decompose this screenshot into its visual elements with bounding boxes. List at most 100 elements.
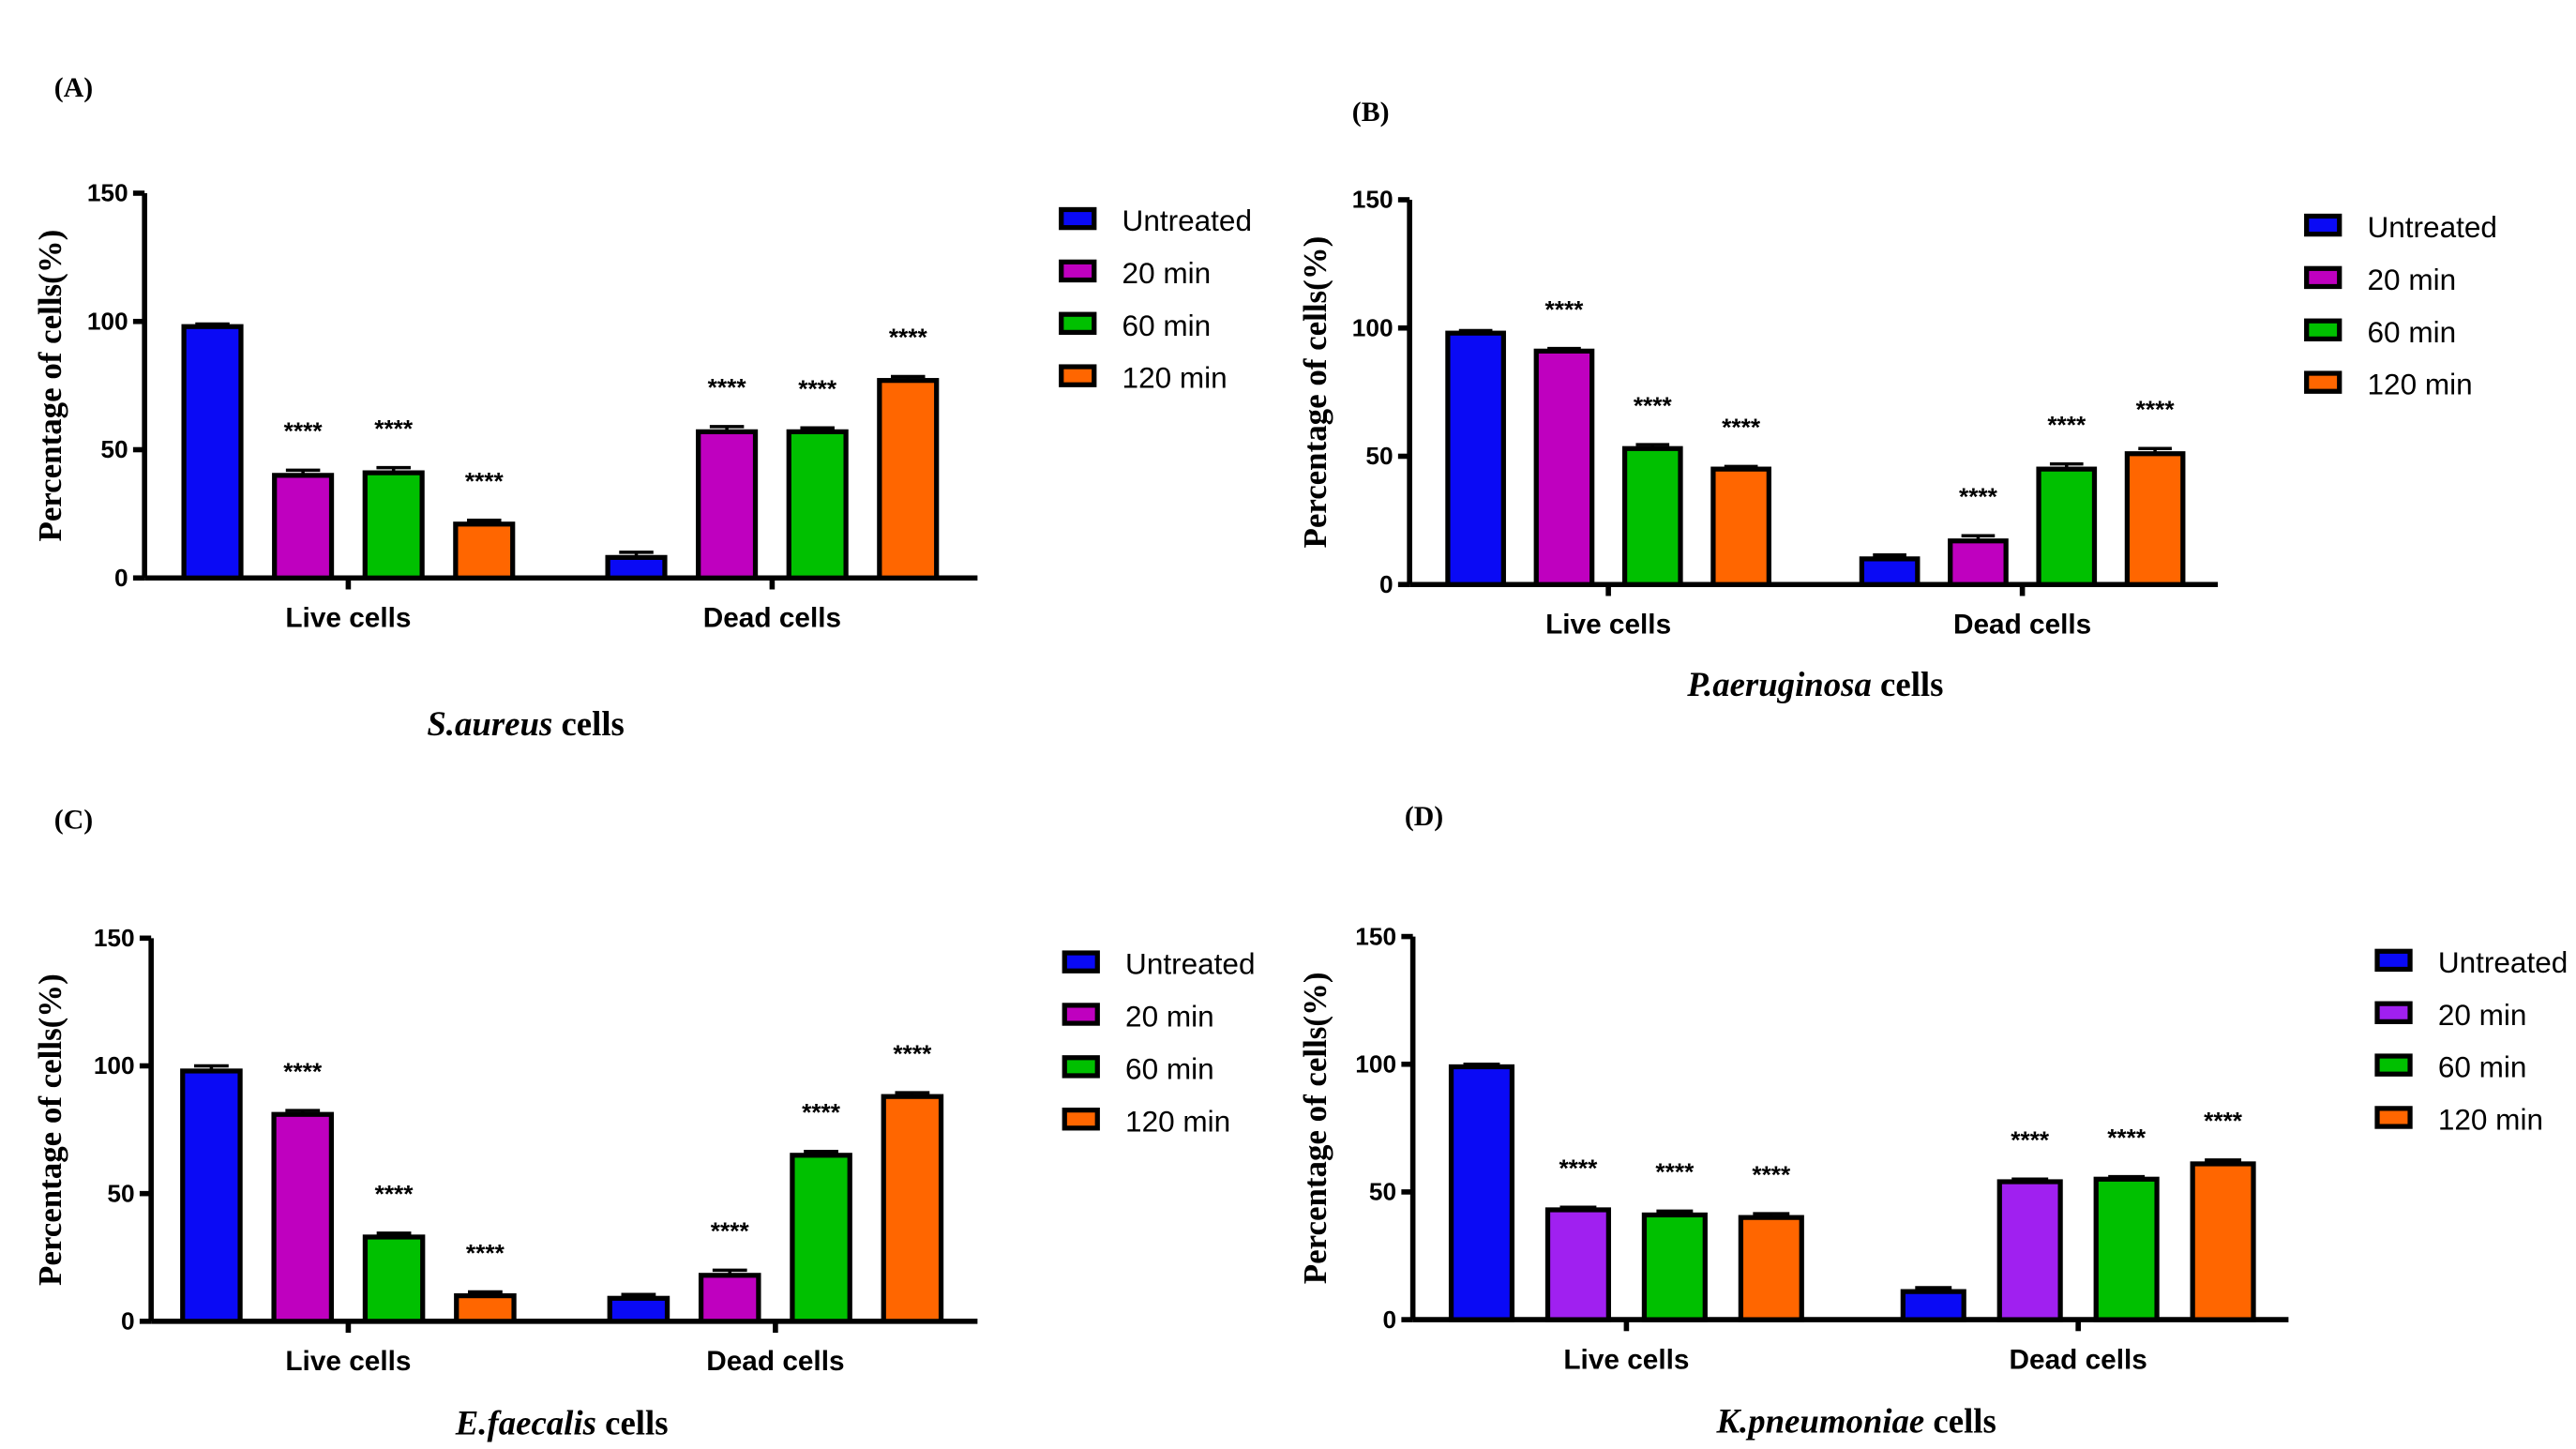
subtitle-species: P.aeruginosa xyxy=(1686,665,1872,703)
legend-swatch xyxy=(1062,950,1100,974)
panel-label: (C) xyxy=(54,805,93,835)
x-category-label: Live cells xyxy=(285,603,411,634)
bar-untreated xyxy=(605,554,668,581)
legend-swatch xyxy=(1062,1108,1100,1131)
legend-label: 120 min xyxy=(2368,369,2473,401)
legend-label: 20 min xyxy=(2438,999,2527,1032)
significance-marker: **** xyxy=(466,1239,505,1267)
panel-a: (A) 0 50 100 150 Percentage of cells(%) Live c… xyxy=(32,73,1252,743)
panel-subtitle: P.aeruginosa cells xyxy=(1686,665,1943,703)
y-tick-label: 50 xyxy=(1365,442,1393,470)
legend-label: 20 min xyxy=(1125,1001,1214,1034)
bar-120-min xyxy=(453,521,516,581)
legend-swatch xyxy=(2304,318,2343,341)
legend-label: 60 min xyxy=(1122,309,1212,342)
panel-subtitle: K.pneumoniae cells xyxy=(1715,1402,1996,1441)
bar-60-min xyxy=(362,1234,426,1324)
legend-label: 60 min xyxy=(1125,1053,1214,1086)
bar-120-min xyxy=(2190,1161,2256,1322)
significance-marker: **** xyxy=(798,374,837,402)
legend-swatch xyxy=(2374,948,2413,973)
y-axis-label: Percentage of cells(%) xyxy=(1297,236,1333,549)
panel-subtitle: E.faecalis cells xyxy=(455,1403,669,1441)
y-axis-label: Percentage of cells(%) xyxy=(1297,972,1333,1284)
legend-swatch xyxy=(1059,364,1097,387)
bar-60-min xyxy=(1641,1212,1708,1322)
bar-20-min xyxy=(1533,348,1595,587)
significance-marker: **** xyxy=(1722,414,1761,442)
bar-60-min xyxy=(786,429,849,581)
bar-untreated xyxy=(1859,556,1921,587)
significance-marker: **** xyxy=(375,1180,414,1208)
significance-marker: **** xyxy=(284,417,324,445)
legend-swatch xyxy=(1059,206,1097,231)
significance-marker: **** xyxy=(1752,1160,1791,1188)
x-category-label: Dead cells xyxy=(2010,1345,2147,1376)
x-category-label: Live cells xyxy=(1563,1345,1689,1376)
legend-swatch xyxy=(1059,259,1097,283)
significance-marker: **** xyxy=(711,1217,750,1245)
subtitle-suffix: cells xyxy=(1924,1402,1996,1441)
bar-untreated xyxy=(1445,330,1506,587)
bar-untreated xyxy=(1448,1064,1515,1322)
bar-120-min xyxy=(2124,451,2186,587)
y-tick-label: 100 xyxy=(87,308,128,336)
y-tick-label: 50 xyxy=(107,1179,134,1207)
significance-marker: **** xyxy=(1655,1158,1695,1186)
subtitle-species: K.pneumoniae xyxy=(1715,1402,1924,1441)
y-tick-label: 150 xyxy=(1355,922,1396,950)
bar-120-min xyxy=(881,1094,944,1324)
panel-label: (B) xyxy=(1352,98,1390,128)
bar-20-min xyxy=(1996,1179,2063,1322)
bar-20-min xyxy=(696,429,759,581)
bar-20-min xyxy=(272,473,335,581)
legend-label: Untreated xyxy=(1122,204,1252,237)
panel-subtitle: S.aureus cells xyxy=(427,704,625,743)
legend-label: Untreated xyxy=(1125,948,1255,981)
bar-60-min xyxy=(2093,1176,2160,1322)
x-category-label: Dead cells xyxy=(1953,610,2091,641)
bar-120-min xyxy=(454,1292,517,1324)
x-category-label: Live cells xyxy=(1545,610,1671,641)
legend-label: Untreated xyxy=(2368,211,2497,244)
subtitle-species: S.aureus xyxy=(427,704,552,743)
significance-marker: **** xyxy=(889,324,928,352)
y-tick-label: 150 xyxy=(87,179,128,207)
legend-swatch xyxy=(2374,1053,2413,1077)
significance-marker: **** xyxy=(374,415,414,443)
legend-label: 60 min xyxy=(2368,316,2457,349)
significance-marker: **** xyxy=(893,1039,932,1067)
y-tick-label: 100 xyxy=(1352,314,1393,342)
bar-20-min xyxy=(1948,538,2009,587)
significance-marker: **** xyxy=(2107,1124,2147,1152)
bar-120-min xyxy=(1738,1215,1804,1322)
y-tick-label: 50 xyxy=(100,435,128,463)
legend-label: Untreated xyxy=(2438,946,2568,979)
legend-label: 20 min xyxy=(1122,257,1212,290)
legend-swatch xyxy=(2374,1001,2413,1024)
bar-60-min xyxy=(790,1153,852,1324)
subtitle-suffix: cells xyxy=(1872,665,1944,703)
bar-60-min xyxy=(1621,445,1683,587)
significance-marker: **** xyxy=(2204,1107,2243,1135)
bar-untreated xyxy=(607,1295,670,1324)
y-axis-label: Percentage of cells(%) xyxy=(32,230,68,542)
panel-label: (A) xyxy=(54,73,93,103)
significance-marker: **** xyxy=(1559,1155,1598,1183)
significance-marker: **** xyxy=(2136,396,2176,424)
legend-label: 20 min xyxy=(2368,264,2457,296)
panel-label: (D) xyxy=(1405,802,1443,832)
legend-swatch xyxy=(1062,1055,1100,1079)
panel-d: (D) 0 50 100 150 Percentage of cells(%) Live c… xyxy=(1297,802,2568,1441)
y-tick-label: 0 xyxy=(121,1307,135,1336)
bar-120-min xyxy=(1710,466,1771,587)
x-category-label: Live cells xyxy=(285,1346,411,1377)
legend-swatch xyxy=(2304,265,2343,290)
bar-untreated xyxy=(180,1068,243,1324)
y-axis-label: Percentage of cells(%) xyxy=(32,974,68,1286)
significance-marker: **** xyxy=(283,1058,323,1086)
bar-untreated xyxy=(1900,1289,1966,1322)
y-tick-label: 0 xyxy=(1383,1306,1397,1334)
legend-swatch xyxy=(2304,213,2343,237)
